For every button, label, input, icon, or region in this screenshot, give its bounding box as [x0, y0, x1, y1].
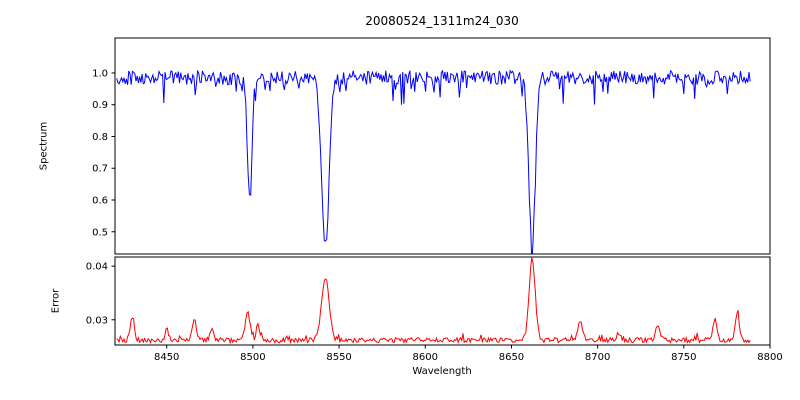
y-tick-label: 0.8 [92, 132, 108, 143]
error-line [116, 257, 751, 345]
y-axis-label-error: Error [50, 288, 62, 314]
y-axis-label-spectrum: Spectrum [38, 121, 50, 171]
y-tick-label: 0.5 [92, 227, 108, 238]
x-tick-label: 8650 [499, 352, 524, 363]
x-tick-label: 8450 [154, 352, 179, 363]
chart-title: 20080524_1311m24_030 [365, 14, 519, 28]
y-tick-label: 0.9 [92, 100, 108, 111]
x-tick-label: 8500 [240, 352, 265, 363]
y-tick-label: 0.7 [92, 164, 108, 175]
spectrum-axes-frame [114, 37, 771, 255]
y-tick-label: 1.0 [92, 68, 108, 79]
x-tick-label: 8600 [413, 352, 438, 363]
x-tick-label: 8750 [671, 352, 696, 363]
x-tick-label: 8700 [585, 352, 610, 363]
y-tick-label: 0.03 [86, 315, 108, 326]
y-tick-label: 0.04 [86, 262, 108, 273]
x-axis-label: Wavelength [412, 366, 472, 377]
y-tick-label: 0.6 [92, 196, 108, 207]
spectrum-line [116, 69, 751, 254]
x-tick-label: 8800 [757, 352, 782, 363]
error-axes-frame [114, 256, 771, 346]
x-tick-label: 8550 [326, 352, 351, 363]
